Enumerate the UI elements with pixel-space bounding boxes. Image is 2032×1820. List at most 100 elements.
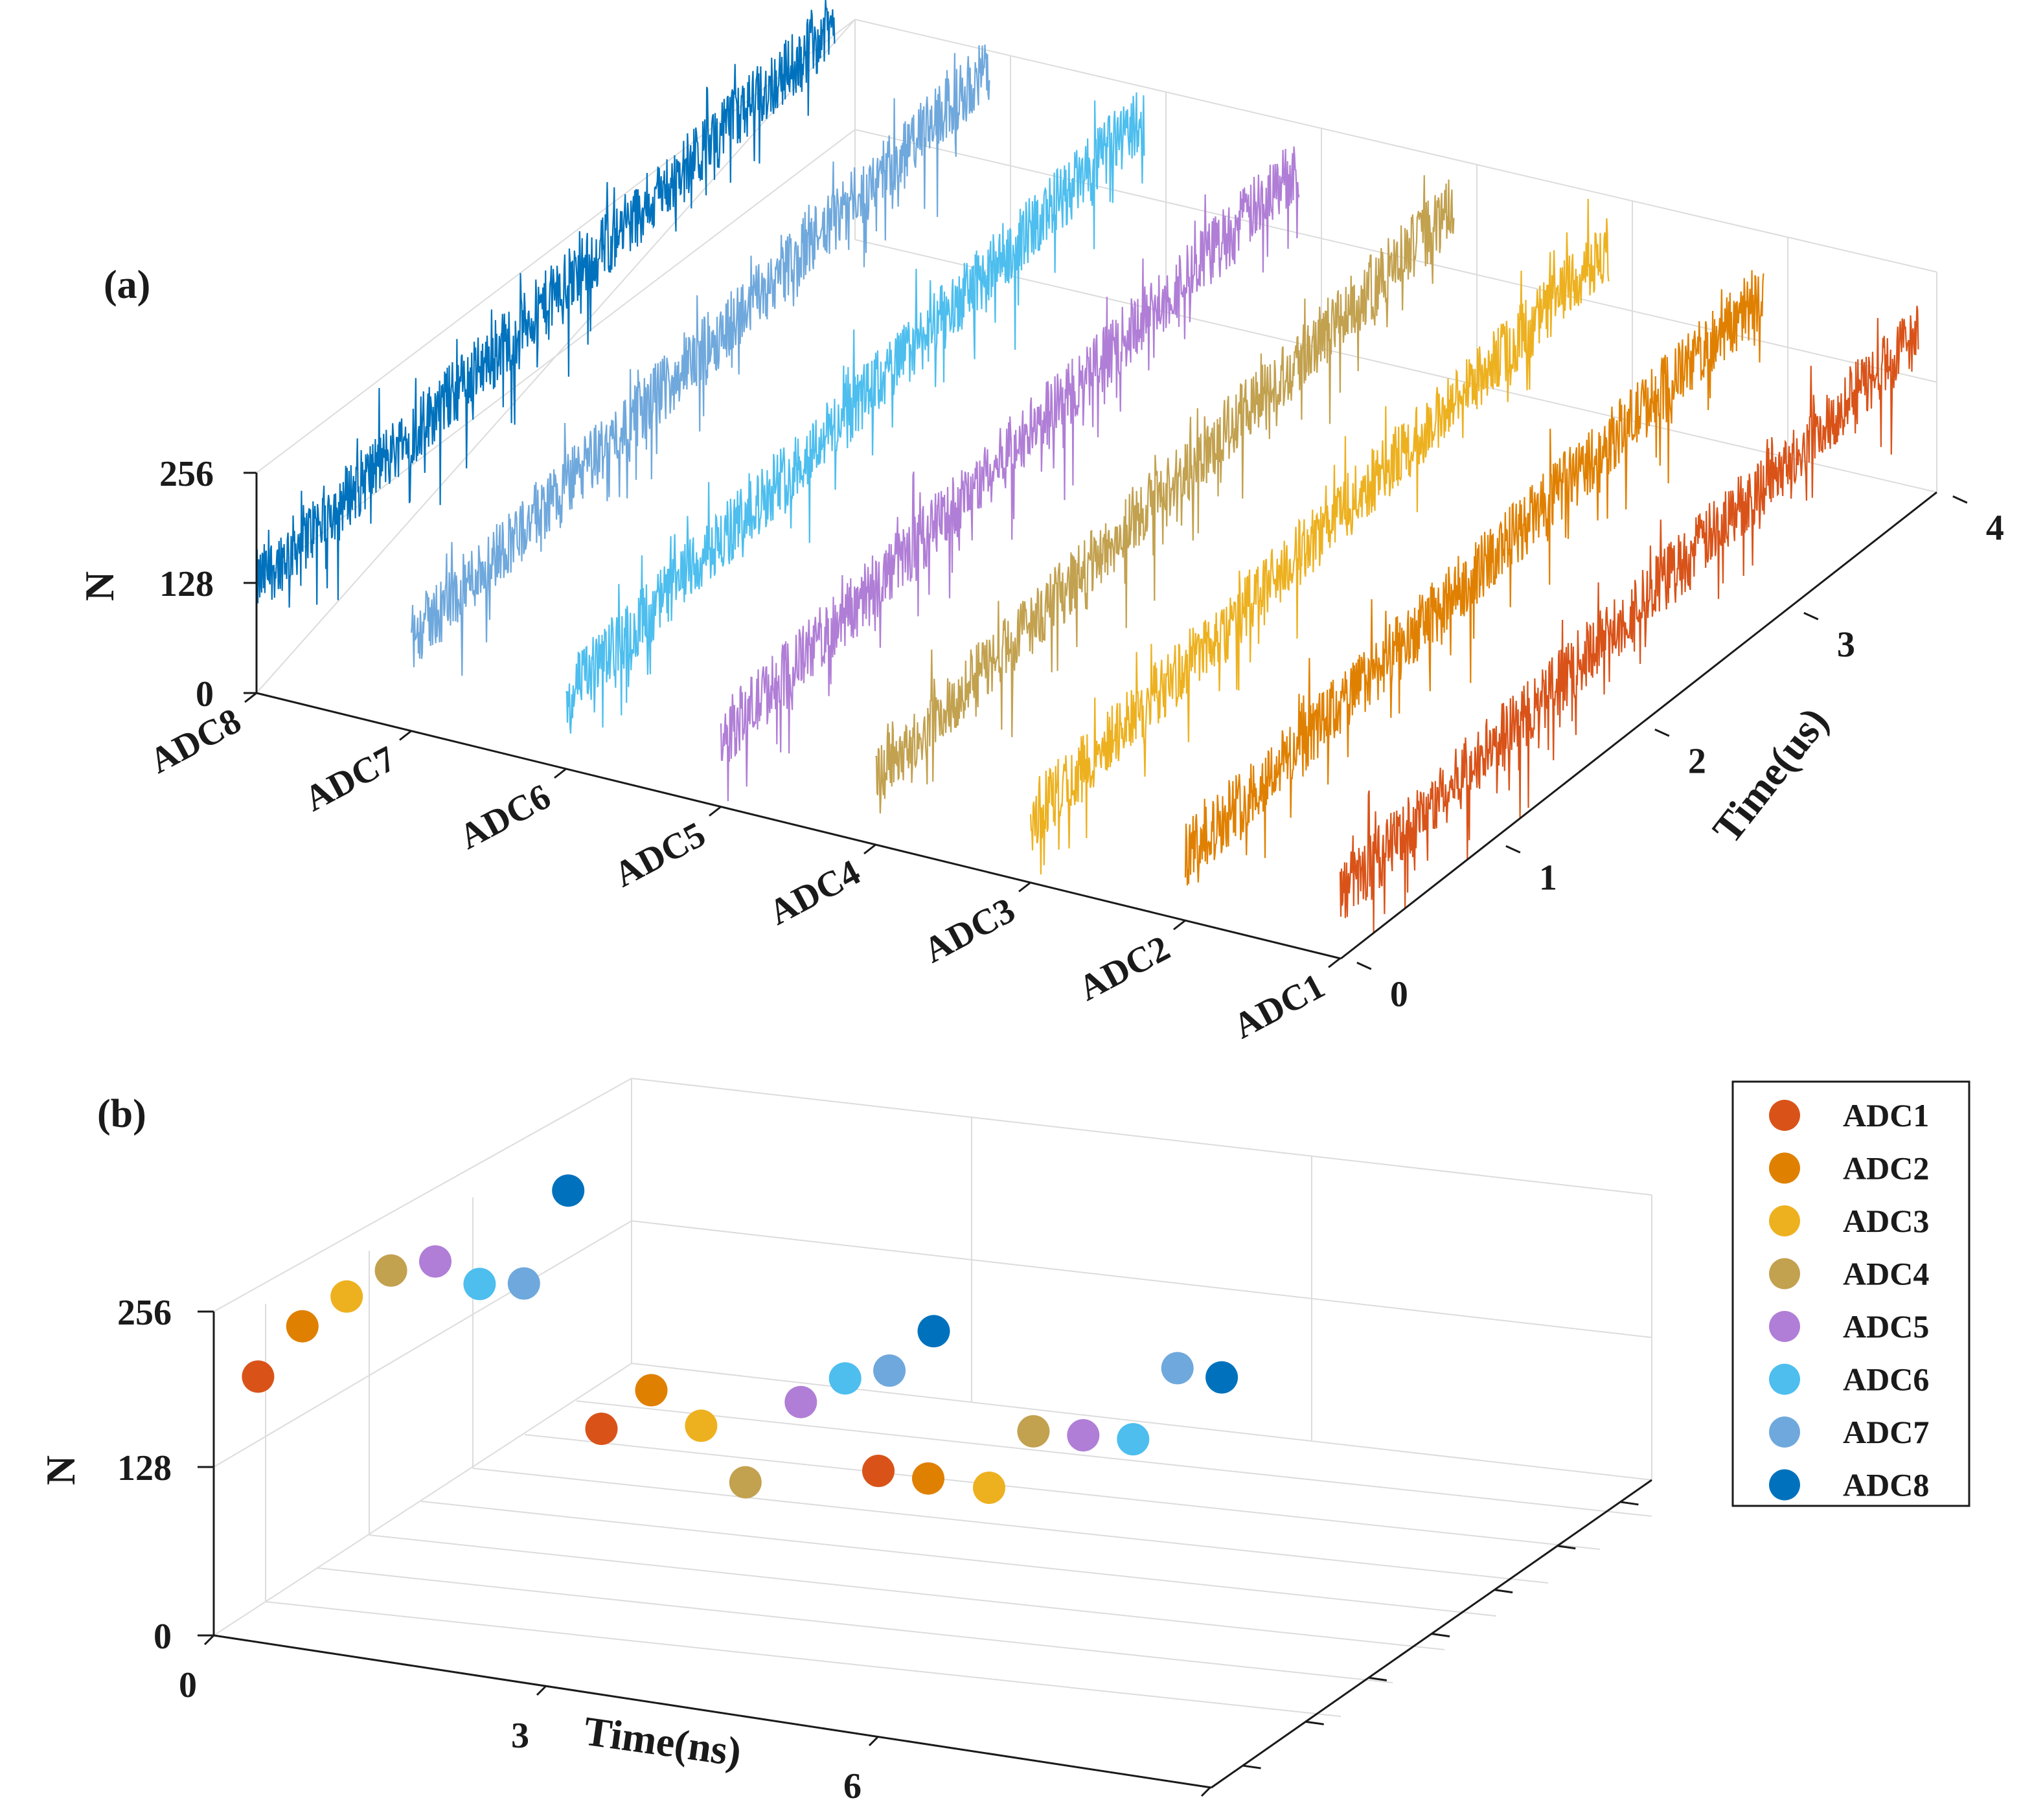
legend-marker-adc3 (1769, 1205, 1800, 1236)
point-adc5-2 (784, 1385, 817, 1418)
point-adc3-1 (330, 1280, 363, 1313)
a-cat-tick (244, 692, 257, 703)
b-x-tick-label: 3 (511, 1716, 529, 1756)
a-time-tick-label: 1 (1539, 858, 1557, 898)
series-line-adc3 (1029, 198, 1610, 875)
legend-marker-adc6 (1769, 1363, 1800, 1395)
b-x-tick-label: 9 (1176, 1817, 1194, 1820)
legend-marker-adc4 (1769, 1258, 1800, 1290)
a-cat-label-adc7: ADC7 (298, 738, 402, 819)
b-depth-tick (1494, 1589, 1513, 1594)
legend-label-adc6: ADC6 (1843, 1361, 1929, 1398)
series-line-adc8 (255, 0, 836, 608)
b-x-tick-label: 6 (843, 1766, 862, 1806)
legend-marker-adc2 (1769, 1152, 1800, 1184)
point-adc1-1 (242, 1360, 275, 1393)
a-cat-tick (709, 806, 722, 817)
point-adc4-3 (1017, 1415, 1050, 1448)
point-adc7-3 (1161, 1352, 1194, 1385)
series-line-adc7 (410, 44, 990, 676)
legend-label-adc5: ADC5 (1843, 1308, 1929, 1345)
point-adc7-1 (507, 1267, 540, 1300)
a-time-tick-label: 0 (1390, 974, 1408, 1014)
panel-a: (a) 0 128 25 (76, 0, 2004, 1047)
b-x-title: Time(ns) (581, 1708, 744, 1775)
series-line-adc1 (1339, 305, 1919, 933)
a-cat-tick (1328, 957, 1341, 968)
point-adc6-2 (828, 1362, 862, 1395)
series-line-adc2 (1184, 270, 1764, 886)
point-adc4-1 (374, 1254, 407, 1287)
point-adc6-1 (463, 1268, 496, 1301)
b-ztick-0: 0 (154, 1617, 172, 1657)
series-line-adc4 (875, 175, 1455, 813)
a-time-tick-label: 4 (1986, 508, 2004, 548)
a-cat-tick (1173, 919, 1186, 931)
a-cat-label-adc1: ADC1 (1227, 966, 1331, 1047)
point-adc2-1 (286, 1310, 319, 1343)
point-adc1-3 (862, 1455, 895, 1487)
legend-label-adc8: ADC8 (1843, 1467, 1929, 1503)
a-ztick-0: 0 (196, 674, 214, 714)
point-adc5-3 (1067, 1419, 1100, 1451)
b-depth-tick (1368, 1676, 1387, 1681)
a-cat-label-adc4: ADC4 (762, 852, 867, 933)
a-time-title: Time(us) (1704, 699, 1837, 852)
a-time-tick (1356, 961, 1372, 970)
a-ztick-128: 128 (159, 564, 214, 604)
a-cat-tick (863, 843, 876, 855)
point-adc6-3 (1117, 1423, 1150, 1456)
b-depth-tick (1431, 1633, 1450, 1637)
point-adc7-2 (873, 1354, 906, 1387)
point-adc5-1 (419, 1245, 451, 1278)
panel-a-label: (a) (104, 263, 150, 307)
panel-a-time-ticks: 0 1 2 3 4 (1356, 495, 2004, 1014)
a-cat-label-adc3: ADC3 (917, 890, 1022, 971)
point-adc8-1 (552, 1174, 585, 1207)
point-adc8-2 (917, 1315, 950, 1348)
point-adc3-3 (973, 1472, 1005, 1504)
b-x-tick (536, 1685, 547, 1696)
series-line-adc5 (720, 146, 1300, 802)
legend-marker-adc1 (1769, 1100, 1800, 1131)
a-time-tick (1803, 611, 1819, 620)
b-depth-tick (1557, 1545, 1576, 1550)
legend-label-adc3: ADC3 (1843, 1203, 1929, 1239)
a-time-tick-label: 2 (1688, 741, 1706, 781)
b-depth-tick (1305, 1720, 1324, 1725)
a-cat-tick (554, 768, 567, 779)
legend-label-adc4: ADC4 (1843, 1256, 1929, 1292)
panel-a-axes: 0 128 256 N (76, 454, 1937, 960)
legend-items: ADC1 ADC2 ADC3 ADC4 ADC5 ADC6 ADC7 ADC8 (1769, 1097, 1929, 1503)
panel-a-category-labels: ADC8 ADC7 ADC6 ADC5 ADC4 ADC3 ADC2 ADC1 (143, 692, 1341, 1047)
b-depth-tick (1242, 1764, 1261, 1769)
a-time-tick (1952, 495, 1968, 504)
legend-label-adc2: ADC2 (1843, 1150, 1929, 1187)
b-ztick-256: 256 (117, 1293, 172, 1333)
a-time-tick (1505, 845, 1521, 854)
a-cat-label-adc6: ADC6 (453, 777, 557, 858)
legend-label-adc1: ADC1 (1843, 1097, 1929, 1133)
b-x-tick (868, 1735, 880, 1747)
b-z-title: N (38, 1455, 84, 1485)
panel-b-grid (213, 1078, 1652, 1717)
panel-b-x-ticks: 0 3 6 9 (179, 1634, 1212, 1820)
a-cat-tick (1018, 882, 1031, 893)
a-time-tick-label: 3 (1837, 624, 1855, 665)
a-time-tick (1654, 728, 1670, 737)
point-adc3-2 (685, 1409, 718, 1442)
legend-label-adc7: ADC7 (1843, 1414, 1929, 1450)
a-z-title: N (76, 571, 122, 601)
series-line-adc6 (565, 92, 1145, 734)
point-adc8-3 (1205, 1361, 1239, 1394)
panel-b: (b) (38, 1078, 1970, 1820)
a-ztick-256: 256 (159, 454, 214, 494)
panel-b-points (242, 1174, 1239, 1504)
b-ztick-128: 128 (117, 1448, 172, 1488)
b-x-tick-label: 0 (179, 1665, 197, 1705)
point-adc4-2 (729, 1466, 762, 1499)
b-x-tick (203, 1634, 215, 1646)
a-cat-tick (399, 730, 412, 741)
legend: ADC1 ADC2 ADC3 ADC4 ADC5 ADC6 ADC7 ADC8 (1731, 1080, 1970, 1507)
